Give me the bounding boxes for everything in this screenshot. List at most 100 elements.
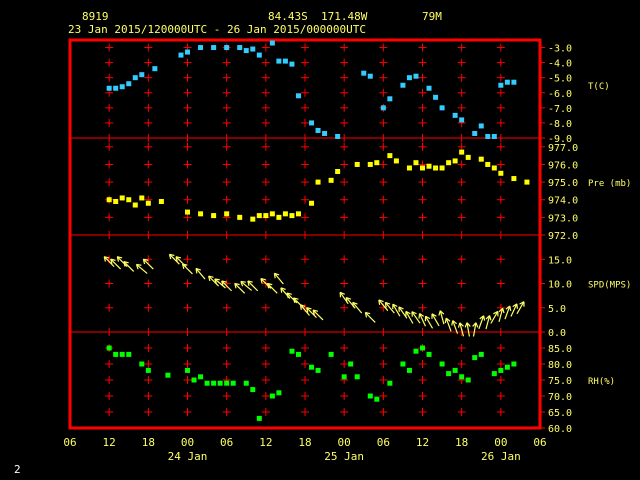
y-tick-label: 85.0 bbox=[548, 344, 572, 355]
pressure-point bbox=[354, 161, 360, 167]
temperature-point bbox=[139, 72, 145, 78]
temperature-point bbox=[178, 52, 184, 58]
pressure-point bbox=[459, 149, 465, 155]
temperature-point bbox=[504, 79, 510, 85]
pressure-point bbox=[250, 216, 256, 222]
pressure-point bbox=[106, 197, 112, 203]
pressure-point bbox=[295, 211, 301, 217]
wind-arrow bbox=[418, 313, 427, 327]
humidity-point bbox=[289, 348, 295, 354]
wind-arrow bbox=[457, 322, 465, 337]
humidity-point bbox=[341, 374, 347, 380]
temperature-point bbox=[426, 85, 432, 91]
wind-arrow bbox=[247, 280, 259, 292]
wind-arrow bbox=[214, 278, 226, 289]
x-tick-label: 00 bbox=[338, 436, 351, 449]
temperature-point bbox=[315, 127, 321, 133]
humidity-point bbox=[243, 380, 249, 386]
y-tick-label: 10.0 bbox=[548, 280, 572, 291]
temperature-point bbox=[289, 61, 295, 67]
humidity-point bbox=[498, 367, 504, 373]
wind-arrow bbox=[424, 315, 434, 329]
pressure-point bbox=[237, 214, 243, 220]
x-date-label: 26 Jan bbox=[481, 450, 521, 463]
humidity-point bbox=[204, 380, 210, 386]
wind-arrow bbox=[181, 263, 193, 275]
x-tick-label: 06 bbox=[533, 436, 546, 449]
pressure-point bbox=[269, 211, 275, 217]
pressure-point bbox=[256, 213, 262, 219]
humidity-point bbox=[406, 367, 412, 373]
y-tick-label: 5.0 bbox=[548, 304, 566, 315]
wind-arrow bbox=[444, 317, 452, 332]
x-tick-label: 18 bbox=[142, 436, 155, 449]
wind-arrow bbox=[516, 301, 525, 315]
wind-arrow bbox=[110, 258, 122, 270]
temperature-point bbox=[459, 117, 465, 123]
wind-arrow bbox=[451, 320, 459, 334]
pressure-point bbox=[524, 179, 530, 185]
y-tick-label: -9.0 bbox=[548, 134, 572, 145]
humidity-point bbox=[113, 351, 119, 357]
temperature-point bbox=[256, 52, 262, 58]
pressure-point bbox=[276, 214, 282, 220]
y-tick-label: -5.0 bbox=[548, 74, 572, 85]
humidity-point bbox=[269, 393, 275, 399]
x-tick-label: 12 bbox=[103, 436, 116, 449]
humidity-point bbox=[139, 361, 145, 367]
wind-arrow bbox=[498, 307, 505, 322]
humidity-point bbox=[465, 377, 471, 383]
x-tick-label: 06 bbox=[220, 436, 233, 449]
humidity-point bbox=[315, 367, 321, 373]
temperature-point bbox=[400, 82, 406, 88]
wind-arrow bbox=[195, 267, 206, 280]
station-elevation: 79M bbox=[422, 10, 442, 23]
humidity-point bbox=[387, 380, 393, 386]
panel-label: T(C) bbox=[588, 82, 610, 92]
y-tick-label: 15.0 bbox=[548, 255, 572, 266]
humidity-point bbox=[400, 361, 406, 367]
temperature-point bbox=[335, 133, 341, 139]
humidity-point bbox=[191, 377, 197, 383]
y-tick-label: 972.0 bbox=[548, 231, 578, 242]
wind-arrow bbox=[221, 280, 233, 292]
humidity-point bbox=[211, 380, 217, 386]
pressure-point bbox=[393, 158, 399, 164]
temperature-point bbox=[413, 73, 419, 79]
humidity-point bbox=[126, 351, 132, 357]
humidity-point bbox=[511, 361, 517, 367]
wind-arrow bbox=[266, 282, 278, 294]
pressure-point bbox=[433, 165, 439, 171]
pressure-point bbox=[158, 198, 164, 204]
temperature-point bbox=[472, 130, 478, 136]
humidity-point bbox=[309, 364, 315, 370]
humidity-point bbox=[459, 374, 465, 380]
wind-arrow bbox=[411, 311, 421, 324]
pressure-point bbox=[126, 197, 132, 203]
x-tick-label: 06 bbox=[377, 436, 390, 449]
pressure-point bbox=[282, 211, 288, 217]
pressure-point bbox=[309, 200, 315, 206]
panel-label: SPD(MPS) bbox=[588, 281, 631, 291]
humidity-point bbox=[426, 351, 432, 357]
temperature-point bbox=[132, 75, 138, 81]
temperature-point bbox=[106, 85, 112, 91]
humidity-point bbox=[420, 345, 425, 351]
humidity-point bbox=[224, 380, 230, 386]
pressure-point bbox=[446, 160, 452, 166]
pressure-point bbox=[367, 161, 373, 167]
humidity-point bbox=[256, 415, 262, 421]
pressure-point bbox=[511, 176, 517, 182]
y-tick-label: 60.0 bbox=[548, 424, 572, 435]
wind-arrow bbox=[312, 309, 324, 321]
temperature-point bbox=[406, 75, 412, 81]
wind-arrow bbox=[116, 256, 128, 268]
temperature-point bbox=[478, 123, 484, 129]
y-tick-label: -6.0 bbox=[548, 89, 572, 100]
temperature-point bbox=[498, 82, 504, 88]
y-tick-label: -7.0 bbox=[548, 104, 572, 115]
temperature-point bbox=[485, 133, 491, 139]
humidity-point bbox=[217, 380, 223, 386]
wind-arrow bbox=[490, 310, 499, 324]
